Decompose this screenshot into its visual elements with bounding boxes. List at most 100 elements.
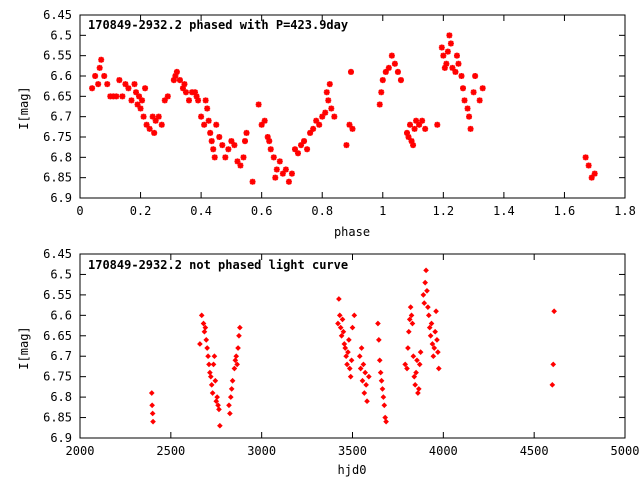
data-point	[232, 357, 239, 364]
data-point	[347, 373, 354, 380]
y-tick-label: 6.65	[43, 89, 72, 103]
data-point	[383, 418, 389, 425]
data-point	[382, 414, 389, 421]
data-point	[219, 142, 226, 149]
data-point	[431, 345, 438, 351]
data-point	[340, 328, 347, 335]
y-tick-label: 6.9	[50, 431, 72, 445]
data-point	[326, 81, 333, 88]
data-point	[216, 406, 222, 413]
data-point	[113, 93, 120, 100]
data-point	[346, 365, 353, 372]
bottom-y-axis-label: I[mag]	[17, 326, 31, 369]
data-point	[591, 170, 598, 177]
data-point	[298, 142, 305, 149]
data-point	[150, 418, 156, 425]
data-point	[201, 121, 208, 128]
y-tick-label: 6.9	[50, 191, 72, 205]
data-point	[550, 361, 557, 368]
data-point	[338, 332, 345, 339]
data-point	[409, 320, 416, 327]
data-point	[235, 345, 241, 351]
x-tick-label: 0.6	[251, 204, 273, 218]
data-point	[146, 125, 153, 132]
data-point	[422, 279, 428, 286]
data-point	[455, 60, 462, 67]
data-point	[435, 349, 441, 355]
data-point	[551, 308, 557, 315]
data-point	[255, 101, 262, 108]
data-point	[316, 121, 323, 128]
data-point	[96, 64, 103, 71]
data-point	[264, 134, 271, 140]
x-tick-label: 0.2	[130, 204, 152, 218]
data-point	[164, 93, 171, 100]
data-point	[237, 324, 243, 331]
data-point	[227, 410, 233, 417]
x-tick-label: 1.6	[554, 204, 576, 218]
data-point	[366, 373, 372, 380]
data-point	[89, 85, 96, 92]
data-point	[434, 337, 440, 343]
data-point	[179, 85, 186, 92]
data-point	[376, 357, 383, 364]
bottom-x-axis-label: hjd0	[338, 463, 367, 477]
y-tick-label: 6.6	[50, 308, 72, 322]
data-point	[404, 365, 410, 372]
data-point	[158, 121, 165, 128]
data-point	[364, 398, 370, 405]
data-point	[423, 267, 429, 274]
x-tick-label: 1.4	[493, 204, 515, 218]
data-point	[443, 60, 450, 67]
x-tick-label: 3000	[247, 444, 276, 458]
bottom-plot-frame	[79, 253, 626, 439]
data-point	[408, 138, 415, 145]
data-point	[376, 101, 383, 108]
data-point	[466, 113, 473, 120]
bottom-data-points	[148, 267, 557, 429]
data-point	[176, 77, 183, 84]
data-point	[360, 361, 367, 368]
data-point	[464, 105, 471, 112]
data-point	[378, 377, 385, 384]
data-point	[213, 121, 220, 128]
data-point	[414, 357, 420, 364]
data-point	[339, 316, 346, 323]
data-point	[149, 113, 156, 120]
data-point	[416, 361, 423, 368]
data-point	[204, 345, 210, 351]
data-point	[189, 89, 196, 96]
data-point	[267, 146, 274, 153]
data-point	[412, 382, 418, 388]
data-point	[181, 81, 188, 88]
data-point	[131, 81, 138, 88]
data-point	[447, 40, 454, 47]
data-point	[408, 312, 415, 319]
data-point	[142, 85, 149, 92]
data-point	[231, 365, 238, 372]
data-point	[405, 345, 411, 351]
data-point	[351, 312, 358, 319]
data-point	[376, 337, 382, 343]
data-point	[205, 117, 212, 124]
data-point	[381, 402, 388, 409]
y-tick-label: 6.6	[50, 69, 72, 83]
data-point	[227, 394, 234, 400]
data-point	[282, 166, 289, 173]
top-data-points	[89, 32, 598, 185]
data-point	[346, 337, 352, 343]
data-point	[140, 113, 147, 120]
y-tick-label: 6.75	[43, 370, 72, 384]
y-tick-label: 6.8	[50, 390, 72, 404]
data-point	[391, 60, 398, 67]
data-point	[328, 105, 335, 112]
top-panel-phased: 170849-2932.2 phased with P=423.9day 6.4…	[17, 8, 636, 239]
data-point	[322, 109, 329, 116]
data-point	[336, 296, 342, 302]
data-point	[192, 89, 199, 96]
data-point	[233, 353, 240, 360]
data-point	[288, 170, 295, 177]
data-point	[186, 97, 192, 104]
data-point	[213, 398, 220, 405]
